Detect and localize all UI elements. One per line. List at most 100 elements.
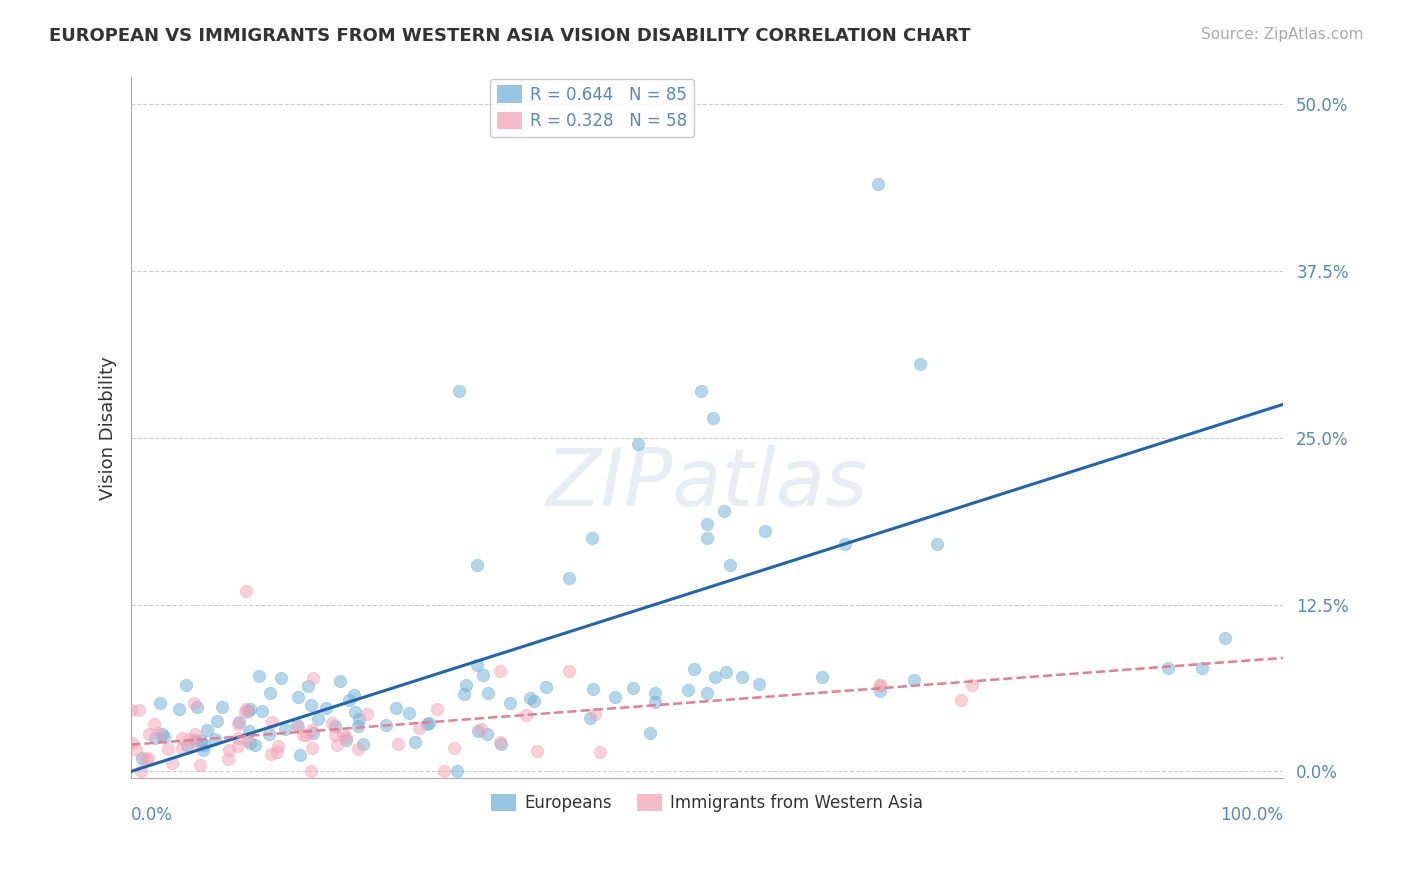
Point <box>295 728 318 742</box>
Y-axis label: Vision Disability: Vision Disability <box>100 356 117 500</box>
Point <box>375 718 398 732</box>
Text: 0.0%: 0.0% <box>131 806 173 824</box>
Point <box>190 733 212 747</box>
Point <box>176 738 198 752</box>
Point <box>285 718 308 732</box>
Point <box>156 742 179 756</box>
Point <box>323 728 346 742</box>
Point <box>297 679 319 693</box>
Point <box>170 741 193 756</box>
Point <box>498 696 520 710</box>
Point <box>233 705 256 719</box>
Point <box>949 692 972 706</box>
Point <box>257 726 280 740</box>
Point <box>274 722 297 736</box>
Point <box>433 764 456 778</box>
Point <box>748 677 770 691</box>
Point <box>731 669 754 683</box>
Point <box>270 672 292 686</box>
Text: 100.0%: 100.0% <box>1220 806 1284 824</box>
Point <box>288 748 311 763</box>
Point <box>558 665 581 679</box>
Point <box>195 723 218 737</box>
Point <box>477 686 499 700</box>
Point <box>287 720 309 734</box>
Point <box>193 739 215 753</box>
Point <box>335 730 357 744</box>
Point <box>301 723 323 738</box>
Point <box>869 678 891 692</box>
Point <box>696 531 718 545</box>
Text: Source: ZipAtlas.com: Source: ZipAtlas.com <box>1201 27 1364 42</box>
Point <box>243 739 266 753</box>
Point <box>408 722 430 736</box>
Point <box>143 716 166 731</box>
Point <box>149 697 172 711</box>
Point <box>307 712 329 726</box>
Point <box>250 705 273 719</box>
Point <box>191 743 214 757</box>
Point <box>153 730 176 744</box>
Point <box>834 537 856 551</box>
Point <box>299 698 322 713</box>
Point <box>344 705 367 719</box>
Point <box>326 738 349 752</box>
Point <box>536 680 558 694</box>
Point <box>228 717 250 731</box>
Point <box>465 657 488 672</box>
Point <box>301 741 323 756</box>
Point <box>247 669 270 683</box>
Point <box>204 731 226 746</box>
Point <box>467 723 489 738</box>
Point <box>696 517 718 532</box>
Point <box>239 701 262 715</box>
Point <box>228 731 250 745</box>
Point <box>465 558 488 572</box>
Point <box>621 681 644 695</box>
Point <box>150 727 173 741</box>
Point <box>515 707 537 722</box>
Point <box>332 727 354 741</box>
Point <box>558 571 581 585</box>
Point <box>356 707 378 722</box>
Point <box>443 741 465 756</box>
Point <box>325 719 347 733</box>
Point <box>644 686 666 700</box>
Point <box>387 737 409 751</box>
Point <box>188 758 211 772</box>
Point <box>301 726 323 740</box>
Point <box>676 682 699 697</box>
Point <box>218 742 240 756</box>
Point <box>869 677 891 691</box>
Point <box>714 665 737 680</box>
Point <box>869 683 891 698</box>
Text: ZIPatlas: ZIPatlas <box>546 445 868 523</box>
Point <box>472 668 495 682</box>
Point <box>385 701 408 715</box>
Point <box>337 693 360 707</box>
Point <box>267 739 290 753</box>
Point <box>335 732 357 747</box>
Point <box>183 696 205 710</box>
Point <box>470 723 492 737</box>
Point <box>1157 661 1180 675</box>
Point <box>347 719 370 733</box>
Point <box>291 728 314 742</box>
Point <box>583 706 606 721</box>
Point <box>349 713 371 727</box>
Point <box>145 731 167 745</box>
Point <box>718 558 741 572</box>
Point <box>644 695 666 709</box>
Point <box>454 678 477 692</box>
Point <box>205 714 228 728</box>
Point <box>260 714 283 729</box>
Point <box>228 714 250 729</box>
Point <box>148 726 170 740</box>
Point <box>259 685 281 699</box>
Point <box>184 727 207 741</box>
Point <box>446 764 468 779</box>
Point <box>960 677 983 691</box>
Point <box>404 735 426 749</box>
Point <box>811 670 834 684</box>
Point <box>235 584 257 599</box>
